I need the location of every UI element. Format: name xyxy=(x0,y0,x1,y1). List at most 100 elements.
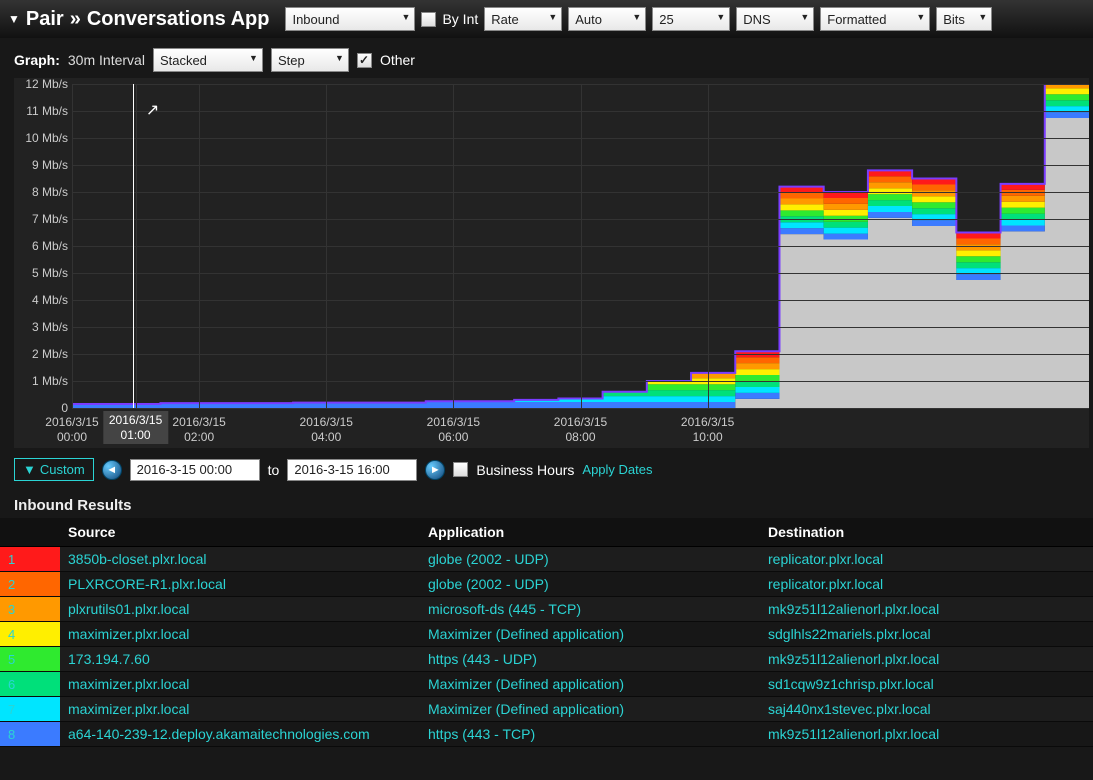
row-color-swatch: 8 xyxy=(0,722,60,747)
x-tick-date: 2016/3/15 xyxy=(45,415,98,429)
cell-destination[interactable]: replicator.plxr.local xyxy=(760,547,1093,572)
cell-application[interactable]: Maximizer (Defined application) xyxy=(420,672,760,697)
row-color-swatch: 7 xyxy=(0,697,60,722)
column-header[interactable]: Destination xyxy=(760,518,1093,547)
results-body: 13850b-closet.plxr.localglobe (2002 - UD… xyxy=(0,547,1093,747)
chart-plot[interactable] xyxy=(72,84,1089,408)
y-tick-label: 8 Mb/s xyxy=(14,185,68,199)
results-table: SourceApplicationDestination 13850b-clos… xyxy=(0,518,1093,747)
byint-checkbox[interactable] xyxy=(421,12,436,27)
autoupdate-select[interactable]: Auto xyxy=(568,7,646,31)
stack-mode-select[interactable]: Stacked xyxy=(153,48,263,72)
y-tick-label: 5 Mb/s xyxy=(14,266,68,280)
format-select[interactable]: Formatted xyxy=(820,7,930,31)
metric-select[interactable]: Rate xyxy=(484,7,562,31)
cell-application[interactable]: globe (2002 - UDP) xyxy=(420,547,760,572)
x-tick-date: 2016/3/15 xyxy=(109,413,162,427)
cell-destination[interactable]: mk9z51l12alienorl.plxr.local xyxy=(760,597,1093,622)
y-tick-label: 6 Mb/s xyxy=(14,239,68,253)
x-tick: 2016/3/1502:00 xyxy=(172,415,225,444)
row-color-swatch: 1 xyxy=(0,547,60,572)
time-prev-button[interactable]: ◄ xyxy=(102,460,122,480)
cell-source[interactable]: maximizer.plxr.local xyxy=(60,697,420,722)
table-row[interactable]: 5173.194.7.60https (443 - UDP)mk9z51l12a… xyxy=(0,647,1093,672)
graph-label: Graph: xyxy=(14,52,60,68)
x-tick: 2016/3/1504:00 xyxy=(300,415,353,444)
cell-destination[interactable]: replicator.plxr.local xyxy=(760,572,1093,597)
cell-destination[interactable]: sd1cqw9z1chrisp.plxr.local xyxy=(760,672,1093,697)
to-label: to xyxy=(268,462,280,478)
top-toolbar: ▼ Pair » Conversations App Inbound By In… xyxy=(0,0,1093,38)
other-label: Other xyxy=(380,52,415,68)
cell-destination[interactable]: mk9z51l12alienorl.plxr.local xyxy=(760,722,1093,747)
cell-destination[interactable]: saj440nx1stevec.plxr.local xyxy=(760,697,1093,722)
count-select[interactable]: 25 xyxy=(652,7,730,31)
direction-select[interactable]: Inbound xyxy=(285,7,415,31)
title-prefix[interactable]: Pair xyxy=(26,8,64,31)
x-tick-date: 2016/3/15 xyxy=(681,415,734,429)
line-mode-select[interactable]: Step xyxy=(271,48,349,72)
cell-application[interactable]: Maximizer (Defined application) xyxy=(420,622,760,647)
to-time-input[interactable] xyxy=(287,459,417,481)
title-dropdown-icon[interactable]: ▼ xyxy=(8,12,20,26)
cell-source[interactable]: maximizer.plxr.local xyxy=(60,672,420,697)
row-color-swatch: 5 xyxy=(0,647,60,672)
row-color-swatch: 2 xyxy=(0,572,60,597)
column-header[interactable]: Source xyxy=(60,518,420,547)
units-select[interactable]: Bits xyxy=(936,7,992,31)
cell-application[interactable]: https (443 - TCP) xyxy=(420,722,760,747)
cell-application[interactable]: https (443 - UDP) xyxy=(420,647,760,672)
title-main[interactable]: Conversations App xyxy=(87,8,270,31)
time-next-button[interactable]: ► xyxy=(425,460,445,480)
table-row[interactable]: 4maximizer.plxr.localMaximizer (Defined … xyxy=(0,622,1093,647)
apply-dates-link[interactable]: Apply Dates xyxy=(582,462,652,477)
y-tick-label: 2 Mb/s xyxy=(14,347,68,361)
x-tick: 2016/3/1506:00 xyxy=(427,415,480,444)
from-time-input[interactable] xyxy=(130,459,260,481)
row-color-swatch: 4 xyxy=(0,622,60,647)
x-tick-time: 10:00 xyxy=(681,430,734,444)
y-tick-label: 7 Mb/s xyxy=(14,212,68,226)
table-row[interactable]: 13850b-closet.plxr.localglobe (2002 - UD… xyxy=(0,547,1093,572)
chevron-down-icon: ▼ xyxy=(23,462,36,477)
table-row[interactable]: 6maximizer.plxr.localMaximizer (Defined … xyxy=(0,672,1093,697)
table-row[interactable]: 2PLXRCORE-R1.plxr.localglobe (2002 - UDP… xyxy=(0,572,1093,597)
graph-interval: 30m Interval xyxy=(68,52,145,68)
x-tick-time: 01:00 xyxy=(109,428,162,442)
results-title: Inbound Results xyxy=(0,491,1093,518)
row-color-swatch: 6 xyxy=(0,672,60,697)
cell-source[interactable]: plxrutils01.plxr.local xyxy=(60,597,420,622)
time-cursor-line xyxy=(133,84,134,408)
cell-application[interactable]: globe (2002 - UDP) xyxy=(420,572,760,597)
title-sep: » xyxy=(70,8,81,31)
resolve-select[interactable]: DNS xyxy=(736,7,814,31)
table-row[interactable]: 8a64-140-239-12.deploy.akamaitechnologie… xyxy=(0,722,1093,747)
cell-destination[interactable]: sdglhls22mariels.plxr.local xyxy=(760,622,1093,647)
cell-destination[interactable]: mk9z51l12alienorl.plxr.local xyxy=(760,647,1093,672)
column-header[interactable]: Application xyxy=(420,518,760,547)
other-checkbox[interactable] xyxy=(357,53,372,68)
graph-controls: Graph: 30m Interval Stacked Step Other xyxy=(0,38,1093,78)
cell-source[interactable]: 3850b-closet.plxr.local xyxy=(60,547,420,572)
x-tick-date: 2016/3/15 xyxy=(300,415,353,429)
cell-source[interactable]: PLXRCORE-R1.plxr.local xyxy=(60,572,420,597)
business-hours-checkbox[interactable] xyxy=(453,462,468,477)
y-tick-label: 0 xyxy=(14,401,68,415)
chart-area[interactable]: ↖ 01 Mb/s2 Mb/s3 Mb/s4 Mb/s5 Mb/s6 Mb/s7… xyxy=(14,78,1089,448)
title-area: ▼ Pair » Conversations App xyxy=(8,8,269,31)
custom-range-button[interactable]: ▼ Custom xyxy=(14,458,94,481)
byint-label: By Int xyxy=(442,11,478,27)
cell-application[interactable]: microsoft-ds (445 - TCP) xyxy=(420,597,760,622)
x-tick-time: 04:00 xyxy=(300,430,353,444)
cell-application[interactable]: Maximizer (Defined application) xyxy=(420,697,760,722)
table-row[interactable]: 7maximizer.plxr.localMaximizer (Defined … xyxy=(0,697,1093,722)
y-tick-label: 12 Mb/s xyxy=(14,77,68,91)
x-tick-time: 00:00 xyxy=(45,430,98,444)
table-row[interactable]: 3plxrutils01.plxr.localmicrosoft-ds (445… xyxy=(0,597,1093,622)
cell-source[interactable]: 173.194.7.60 xyxy=(60,647,420,672)
cell-source[interactable]: maximizer.plxr.local xyxy=(60,622,420,647)
cell-source[interactable]: a64-140-239-12.deploy.akamaitechnologies… xyxy=(60,722,420,747)
x-tick: 2016/3/1508:00 xyxy=(554,415,607,444)
x-tick-time: 06:00 xyxy=(427,430,480,444)
y-tick-label: 1 Mb/s xyxy=(14,374,68,388)
